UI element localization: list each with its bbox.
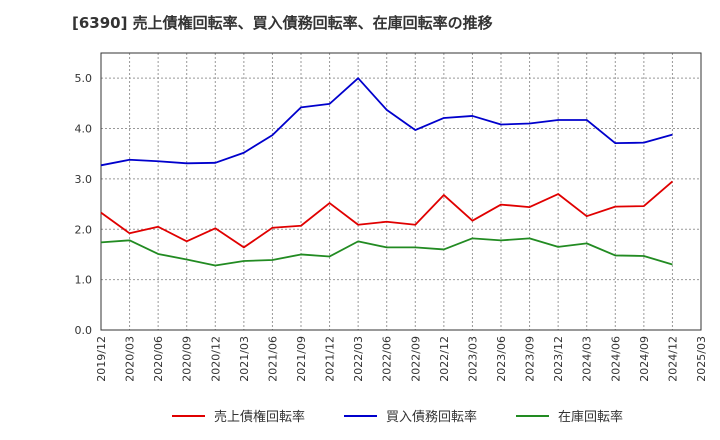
x-tick-label: 2020/09 [181,336,194,382]
x-tick-label: 2022/03 [352,336,365,382]
legend-label-3: 在庫回転率 [558,409,623,425]
x-tick-label: 2021/03 [238,336,251,382]
y-axis-ticks: 0.0 1.0 2.0 3.0 4.0 5.0 [75,72,93,337]
x-tick-label: 2020/03 [124,336,137,382]
legend-label-2: 買入債務回転率 [386,409,477,425]
x-tick-label: 2022/09 [409,336,422,382]
x-tick-label: 2021/12 [324,336,337,382]
series-lines [100,77,674,267]
x-tick-label: 2024/03 [581,336,594,382]
series-line-2 [100,77,673,167]
y-tick-label: 1.0 [75,274,93,287]
x-tick-label: 2023/03 [466,336,479,382]
x-tick-label: 2023/06 [495,336,508,382]
x-tick-label: 2021/09 [295,336,308,382]
x-tick-label: 2024/12 [666,336,679,382]
y-tick-label: 3.0 [75,173,93,186]
x-tick-label: 2023/09 [524,336,537,382]
x-tick-label: 2022/12 [438,336,451,382]
legend-label-1: 売上債権回転率 [214,409,305,425]
plot-frame [100,52,702,331]
x-tick-label: 2022/06 [381,336,394,382]
x-tick-label: 2020/12 [209,336,222,382]
x-tick-label: 2020/06 [152,336,165,382]
x-tick-label: 2021/06 [266,336,279,382]
x-tick-label: 2019/12 [95,336,108,382]
x-tick-label: 2025/03 [695,336,708,382]
y-tick-label: 0.0 [75,324,93,337]
legend: 売上債権回転率 買入債務回転率 在庫回転率 [172,409,623,425]
x-axis-ticks: 2019/12 2020/03 2020/06 2020/09 2020/12 2021/… [95,336,708,382]
series-line-3 [100,237,673,267]
chart-title: [6390] 売上債権回転率、買入債務回転率、在庫回転率の推移 [72,14,493,32]
grid-lines [100,53,702,331]
x-tick-label: 2023/12 [552,336,565,382]
y-tick-label: 4.0 [75,123,93,136]
y-tick-label: 5.0 [75,72,93,85]
y-tick-label: 2.0 [75,223,93,236]
x-tick-label: 2024/06 [609,336,622,382]
series-line-1 [100,180,674,249]
x-tick-label: 2024/09 [638,336,651,382]
